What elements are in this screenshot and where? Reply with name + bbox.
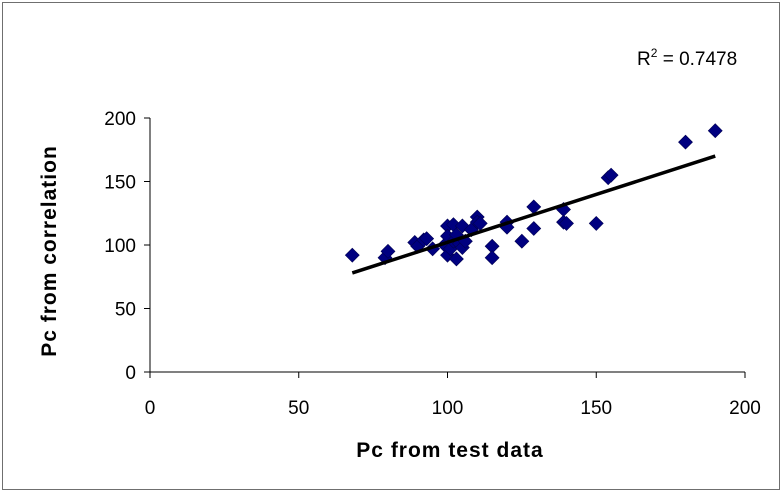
data-point xyxy=(707,123,723,139)
data-point xyxy=(588,215,604,231)
y-tick-label: 50 xyxy=(115,300,136,321)
x-tick-label: 150 xyxy=(580,398,612,419)
r-squared-annotation: R2 = 0.7478 xyxy=(637,46,737,70)
y-tick-label: 200 xyxy=(104,109,136,130)
y-tick-label: 150 xyxy=(104,173,136,194)
trendline xyxy=(351,154,716,275)
x-axis-title: Pc from test data xyxy=(356,439,543,462)
data-point xyxy=(514,233,530,249)
y-axis-title: Pc from correlation xyxy=(38,145,61,357)
r-squared-superscript: 2 xyxy=(651,46,658,60)
data-point xyxy=(526,221,542,236)
data-point xyxy=(484,250,500,266)
x-tick-label: 100 xyxy=(432,398,464,419)
data-point xyxy=(559,215,574,231)
y-tick-label: 100 xyxy=(104,236,136,257)
data-point xyxy=(344,247,360,263)
x-tick-label: 50 xyxy=(288,398,309,419)
scatter-chart: R2 = 0.7478 0 50 100 150 200 0 50 100 150 200 Pc … xyxy=(38,46,761,462)
data-point xyxy=(419,231,435,247)
data-point xyxy=(678,134,693,150)
x-tick-label: 0 xyxy=(145,398,156,419)
data-point xyxy=(603,167,619,183)
r-squared-value: = 0.7478 xyxy=(657,49,737,70)
data-point xyxy=(380,243,396,259)
plot-area: 0 50 100 150 200 0 50 100 150 200 xyxy=(104,109,761,419)
y-tick-label: 0 xyxy=(125,363,136,384)
x-tick-label: 200 xyxy=(729,398,761,419)
r-squared-label: R xyxy=(637,49,651,70)
data-point xyxy=(449,251,464,267)
